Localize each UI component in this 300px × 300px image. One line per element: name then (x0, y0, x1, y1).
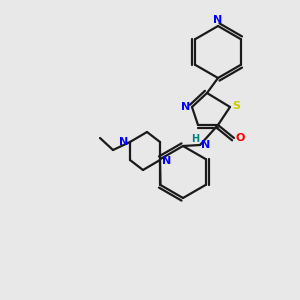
Text: H: H (191, 134, 199, 144)
Text: N: N (201, 140, 210, 150)
Text: S: S (232, 101, 240, 111)
Text: O: O (236, 133, 245, 143)
Text: N: N (162, 156, 171, 166)
Text: N: N (119, 137, 128, 147)
Text: N: N (213, 15, 223, 25)
Text: N: N (181, 102, 190, 112)
